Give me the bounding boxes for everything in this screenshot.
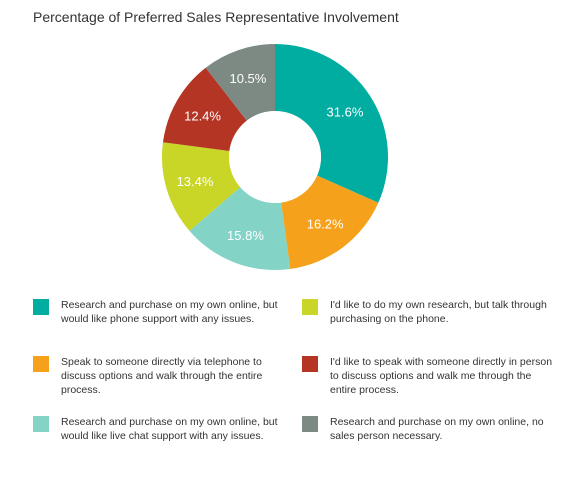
legend-item: Research and purchase on my own online, …: [33, 298, 291, 326]
legend-label: I'd like to speak with someone directly …: [330, 356, 553, 396]
legend-item: Research and purchase on my own online, …: [302, 415, 560, 443]
legend-label: Research and purchase on my own online, …: [330, 416, 544, 442]
legend-item: Research and purchase on my own online, …: [33, 415, 291, 443]
donut-slice-3: [189, 187, 291, 270]
legend-label: Research and purchase on my own online, …: [61, 299, 278, 325]
slice-value-label-3: 15.8%: [227, 228, 264, 243]
donut-slice-1: [275, 44, 388, 203]
donut-slice-6: [205, 44, 275, 121]
legend-item: Speak to someone directly via telephone …: [33, 355, 291, 397]
legend-swatch: [33, 416, 49, 432]
donut-slice-5: [162, 67, 247, 152]
slice-value-label-4: 13.4%: [177, 174, 214, 189]
legend-swatch: [33, 299, 49, 315]
slice-value-label-2: 16.2%: [307, 217, 344, 232]
donut-slice-4: [162, 142, 241, 231]
legend-swatch: [33, 356, 49, 372]
legend-label: Research and purchase on my own online, …: [61, 416, 278, 442]
donut-hole: [229, 111, 321, 203]
legend-label: Speak to someone directly via telephone …: [61, 356, 263, 396]
legend-label: I'd like to do my own research, but talk…: [330, 299, 547, 325]
legend-swatch: [302, 299, 318, 315]
slice-value-label-6: 10.5%: [229, 71, 266, 86]
legend-item: I'd like to speak with someone directly …: [302, 355, 560, 397]
slice-value-label-1: 31.6%: [327, 104, 364, 119]
chart-title: Percentage of Preferred Sales Representa…: [33, 9, 399, 25]
legend-swatch: [302, 356, 318, 372]
legend-item: I'd like to do my own research, but talk…: [302, 298, 560, 326]
slice-value-label-5: 12.4%: [184, 108, 221, 123]
legend-swatch: [302, 416, 318, 432]
donut-slice-2: [281, 175, 379, 269]
